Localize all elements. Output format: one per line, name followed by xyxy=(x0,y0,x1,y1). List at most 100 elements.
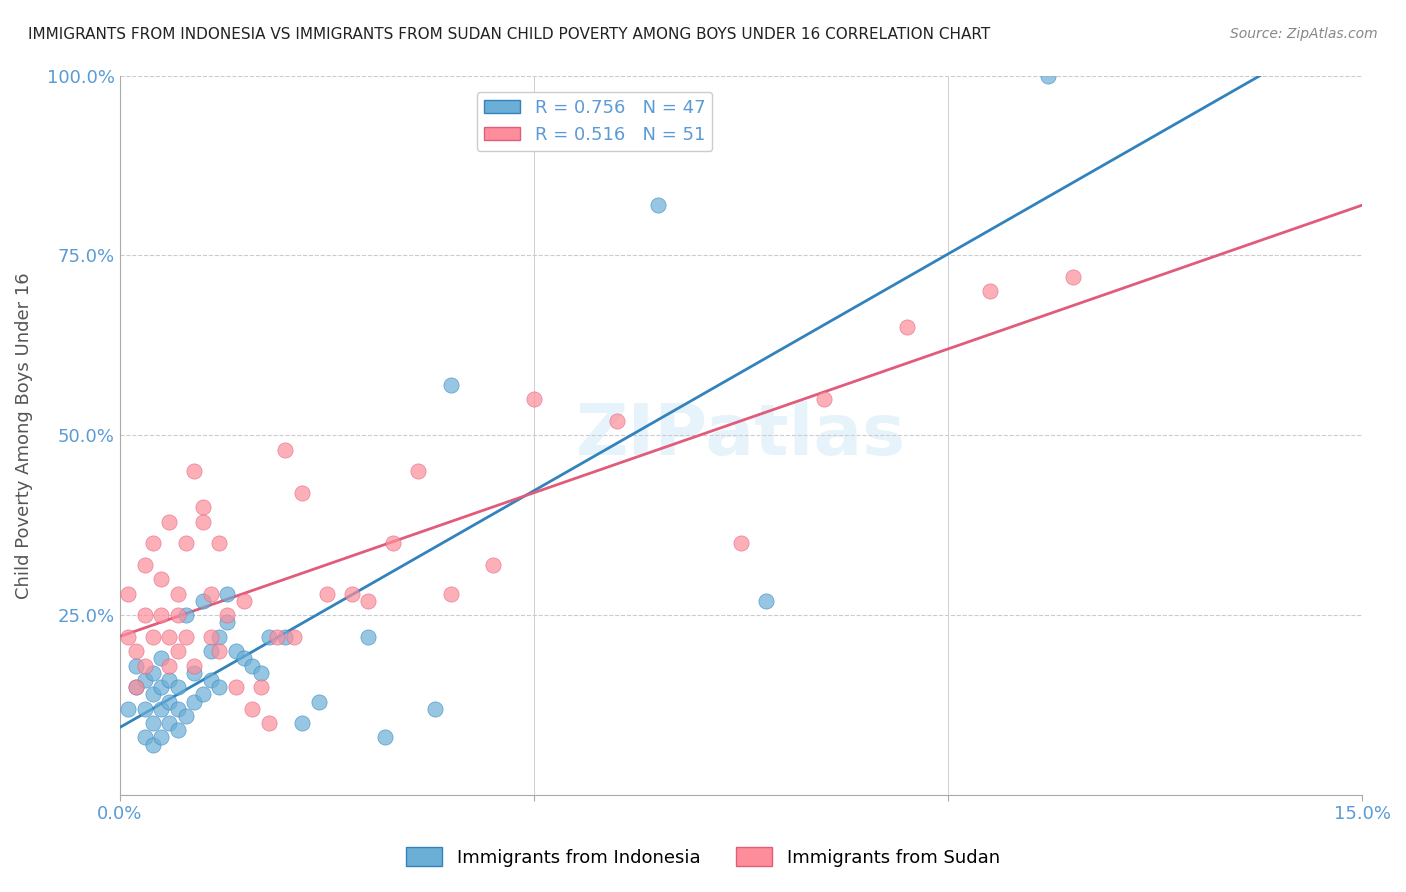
Point xyxy=(208,680,231,694)
Point xyxy=(647,198,669,212)
Point xyxy=(357,630,380,644)
Point xyxy=(357,594,380,608)
Point xyxy=(159,694,181,708)
Point xyxy=(240,702,263,716)
Point xyxy=(1062,270,1084,285)
Point xyxy=(183,464,205,478)
Point xyxy=(200,630,222,644)
Point xyxy=(208,644,231,658)
Point xyxy=(217,586,239,600)
Point xyxy=(308,694,330,708)
Point xyxy=(159,673,181,687)
Point xyxy=(117,630,139,644)
Point xyxy=(208,630,231,644)
Point xyxy=(125,658,148,673)
Point xyxy=(134,731,156,745)
Point xyxy=(183,665,205,680)
Point xyxy=(233,594,256,608)
Point xyxy=(166,702,188,716)
Point xyxy=(134,658,156,673)
Point xyxy=(274,630,297,644)
Point xyxy=(200,586,222,600)
Point xyxy=(125,680,148,694)
Point xyxy=(291,716,314,731)
Point xyxy=(208,536,231,550)
Point xyxy=(523,392,546,407)
Point xyxy=(813,392,835,407)
Point xyxy=(150,731,173,745)
Point xyxy=(174,709,197,723)
Point xyxy=(142,536,165,550)
Point xyxy=(191,687,214,701)
Text: IMMIGRANTS FROM INDONESIA VS IMMIGRANTS FROM SUDAN CHILD POVERTY AMONG BOYS UNDE: IMMIGRANTS FROM INDONESIA VS IMMIGRANTS … xyxy=(28,27,990,42)
Point xyxy=(481,558,503,572)
Point xyxy=(174,536,197,550)
Point xyxy=(191,594,214,608)
Point xyxy=(125,680,148,694)
Point xyxy=(166,586,188,600)
Point xyxy=(142,687,165,701)
Point xyxy=(159,630,181,644)
Point xyxy=(117,586,139,600)
Point xyxy=(142,716,165,731)
Point xyxy=(606,414,628,428)
Point xyxy=(159,716,181,731)
Point xyxy=(159,515,181,529)
Point xyxy=(166,644,188,658)
Point xyxy=(423,702,446,716)
Point xyxy=(159,658,181,673)
Point xyxy=(755,594,778,608)
Point xyxy=(125,644,148,658)
Point xyxy=(440,378,463,392)
Point xyxy=(257,630,280,644)
Point xyxy=(249,680,271,694)
Point xyxy=(117,702,139,716)
Point xyxy=(266,630,288,644)
Point xyxy=(142,665,165,680)
Point xyxy=(374,731,396,745)
Point xyxy=(174,608,197,623)
Point xyxy=(249,665,271,680)
Text: ZIPatlas: ZIPatlas xyxy=(576,401,907,470)
Point xyxy=(191,500,214,515)
Point xyxy=(200,673,222,687)
Legend: R = 0.756   N = 47, R = 0.516   N = 51: R = 0.756 N = 47, R = 0.516 N = 51 xyxy=(477,92,713,152)
Point xyxy=(896,320,918,334)
Point xyxy=(166,608,188,623)
Point xyxy=(134,702,156,716)
Point xyxy=(217,608,239,623)
Point xyxy=(340,586,363,600)
Point xyxy=(134,558,156,572)
Point xyxy=(233,651,256,665)
Point xyxy=(225,644,247,658)
Y-axis label: Child Poverty Among Boys Under 16: Child Poverty Among Boys Under 16 xyxy=(15,272,32,599)
Point xyxy=(274,442,297,457)
Point xyxy=(315,586,337,600)
Point xyxy=(150,680,173,694)
Point xyxy=(291,486,314,500)
Point xyxy=(142,738,165,752)
Point xyxy=(150,608,173,623)
Point xyxy=(134,673,156,687)
Point xyxy=(406,464,429,478)
Point xyxy=(257,716,280,731)
Point xyxy=(150,651,173,665)
Point xyxy=(191,515,214,529)
Point xyxy=(225,680,247,694)
Point xyxy=(134,608,156,623)
Point xyxy=(166,680,188,694)
Legend: Immigrants from Indonesia, Immigrants from Sudan: Immigrants from Indonesia, Immigrants fr… xyxy=(399,840,1007,874)
Point xyxy=(183,658,205,673)
Point xyxy=(283,630,305,644)
Point xyxy=(382,536,405,550)
Point xyxy=(142,630,165,644)
Point xyxy=(440,586,463,600)
Point xyxy=(183,694,205,708)
Point xyxy=(174,630,197,644)
Point xyxy=(150,572,173,586)
Text: Source: ZipAtlas.com: Source: ZipAtlas.com xyxy=(1230,27,1378,41)
Point xyxy=(150,702,173,716)
Point xyxy=(166,723,188,738)
Point xyxy=(979,285,1001,299)
Point xyxy=(217,615,239,630)
